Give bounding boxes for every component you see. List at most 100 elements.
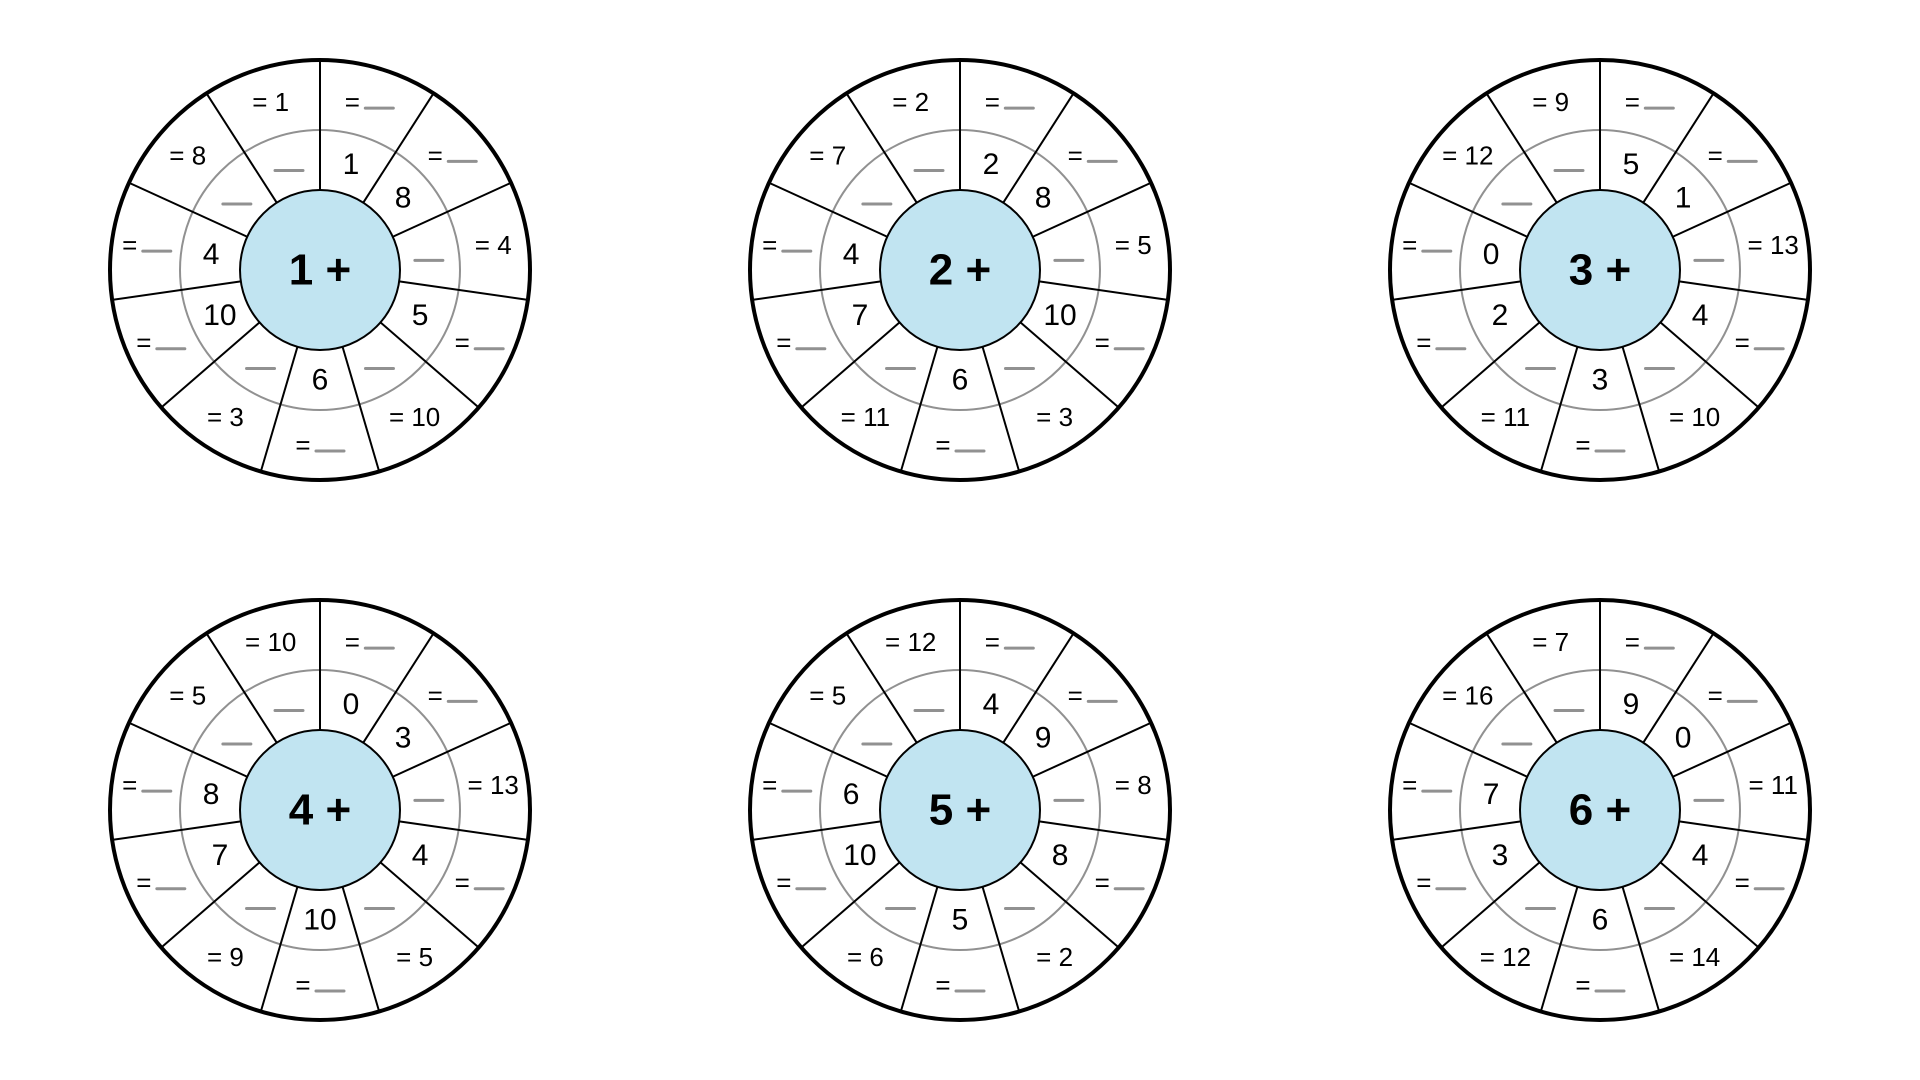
outer-result: = 9 [207,942,244,972]
outer-result: = 2 [892,87,929,117]
outer-result: = 8 [1115,770,1152,800]
inner-operand: 8 [1052,839,1069,872]
inner-operand: 1 [343,148,360,181]
inner-operand: 6 [312,364,329,397]
outer-result: = 5 [1115,230,1152,260]
svg-text:=: = [1402,770,1417,800]
svg-text:=: = [455,328,470,358]
wheel-container: 4=9== 88== 25== 610=6== 5= 125 + [740,590,1180,1030]
svg-text:=: = [1095,328,1110,358]
inner-operand: 0 [1675,721,1692,754]
inner-operand: 6 [952,364,969,397]
addition-wheel: 0=3== 134== 510== 97=8== 5= 104 + [100,590,540,1030]
outer-result: = 5 [396,942,433,972]
svg-text:=: = [762,770,777,800]
svg-text:=: = [776,868,791,898]
center-operator: 4 + [289,786,351,835]
outer-result: = 3 [207,402,244,432]
addition-wheel: 5=1== 134== 103== 112=0== 12= 93 + [1380,50,1820,490]
outer-result: = 1 [252,87,289,117]
inner-operand: 9 [1035,721,1052,754]
svg-text:=: = [428,140,443,170]
worksheet-page: 1=8== 45== 106== 310=4== 8= 11 +2=8== 51… [0,0,1920,1080]
svg-text:=: = [1068,140,1083,170]
inner-operand: 5 [952,904,969,937]
inner-operand: 4 [412,839,429,872]
outer-result: = 10 [245,627,296,657]
svg-text:=: = [1095,868,1110,898]
wheel-container: 2 = 8 = = 5 10 = = 3 6 = = 11 7 = 4 = = 7 = 2 2 + [740,50,1180,490]
svg-text:=: = [428,680,443,710]
outer-result: = 2 [1036,942,1073,972]
center-operator: 2 + [929,246,991,295]
addition-wheel: 4=9== 88== 25== 610=6== 5= 125 + [740,590,1180,1030]
svg-text:=: = [1068,680,1083,710]
outer-result: = 13 [1748,230,1799,260]
outer-result: = 12 [885,627,936,657]
svg-text:=: = [136,868,151,898]
inner-operand: 6 [1592,904,1609,937]
inner-operand: 8 [1035,181,1052,214]
inner-operand: 2 [1492,299,1509,332]
outer-result: = 11 [841,402,890,432]
inner-operand: 0 [343,688,360,721]
svg-text:=: = [1735,328,1750,358]
inner-operand: 1 [1675,181,1692,214]
svg-text:=: = [122,770,137,800]
outer-result: = 7 [809,140,846,170]
svg-text:=: = [935,970,950,1000]
addition-wheel: 2 = 8 = = 5 10 = = 3 6 = = 11 7 = 4 = = 7 = 2 2 + [740,50,1180,490]
addition-wheel: 9=0== 114== 146== 123=7== 16= 76 + [1380,590,1820,1030]
wheel-container: 1=8== 45== 106== 310=4== 8= 11 + [100,50,540,490]
inner-operand: 4 [843,238,860,271]
outer-result: = 8 [169,140,206,170]
outer-result: = 10 [1669,402,1720,432]
svg-text:=: = [1416,868,1431,898]
svg-text:=: = [122,230,137,260]
inner-operand: 3 [395,721,412,754]
inner-operand: 7 [1483,778,1500,811]
inner-operand: 5 [412,299,429,332]
inner-operand: 2 [983,148,1000,181]
inner-operand: 10 [203,299,236,332]
addition-wheel: 1=8== 45== 106== 310=4== 8= 11 + [100,50,540,490]
svg-text:=: = [1625,87,1640,117]
outer-result: = 3 [1036,402,1073,432]
svg-text:=: = [295,430,310,460]
wheel-container: 0=3== 134== 510== 97=8== 5= 104 + [100,590,540,1030]
inner-operand: 4 [203,238,220,271]
svg-text:=: = [762,230,777,260]
inner-operand: 10 [1043,299,1076,332]
wheel-container: 9=0== 114== 146== 123=7== 16= 76 + [1380,590,1820,1030]
inner-operand: 3 [1592,364,1609,397]
inner-operand: 0 [1483,238,1500,271]
svg-text:=: = [1708,680,1723,710]
svg-text:=: = [1402,230,1417,260]
center-operator: 5 + [929,786,991,835]
inner-operand: 8 [203,778,220,811]
outer-result: = 6 [847,942,884,972]
svg-text:=: = [136,328,151,358]
inner-operand: 9 [1623,688,1640,721]
svg-text:=: = [1708,140,1723,170]
outer-result: = 5 [169,680,206,710]
inner-operand: 8 [395,181,412,214]
svg-text:=: = [295,970,310,1000]
inner-operand: 6 [843,778,860,811]
outer-result: = 4 [475,230,512,260]
outer-result: = 7 [1532,627,1569,657]
outer-result: = 11 [1481,402,1530,432]
outer-result: = 10 [389,402,440,432]
inner-operand: 4 [1692,839,1709,872]
center-operator: 1 + [289,246,351,295]
inner-operand: 10 [303,904,336,937]
svg-text:=: = [1575,970,1590,1000]
svg-text:=: = [935,430,950,460]
svg-text:=: = [776,328,791,358]
outer-result: = 9 [1532,87,1569,117]
svg-text:=: = [1575,430,1590,460]
svg-text:=: = [985,87,1000,117]
svg-text:=: = [345,627,360,657]
inner-operand: 7 [852,299,869,332]
center-operator: 6 + [1569,786,1631,835]
